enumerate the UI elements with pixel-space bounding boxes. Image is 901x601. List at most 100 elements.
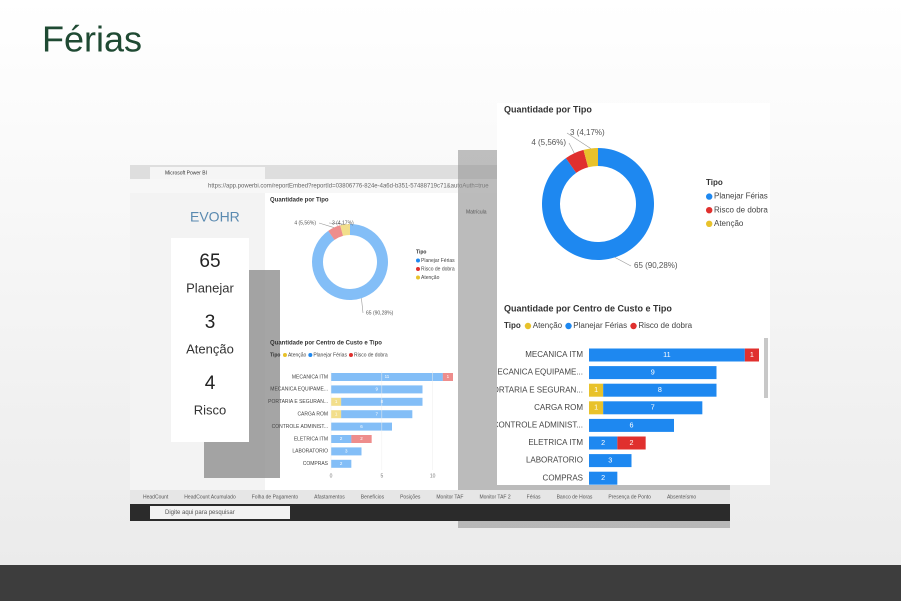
data-label: 1 — [447, 374, 450, 379]
data-label: 65 (90,28%) — [366, 310, 394, 316]
bar — [603, 383, 717, 397]
kpi-label: Planejar — [186, 280, 234, 295]
chart-title: Quantidade por Centro de Custo e Tipo — [504, 303, 672, 313]
legend-swatch — [706, 220, 713, 227]
bar — [351, 435, 372, 443]
bar — [331, 435, 352, 443]
data-label: 4 (5,56%) — [294, 220, 316, 226]
bar — [331, 459, 352, 468]
bar — [589, 471, 618, 485]
category-label: PORTARIA E SEGURAN... — [268, 399, 328, 405]
data-label: 1 — [594, 403, 598, 412]
bar — [589, 436, 618, 450]
category-label: CARGA ROM — [297, 412, 328, 418]
legend-label: Risco de dobra — [638, 321, 692, 330]
leader-line — [568, 142, 575, 154]
bar — [589, 348, 745, 362]
search-box — [150, 506, 290, 519]
bar — [617, 436, 646, 450]
bar — [589, 418, 674, 432]
donut-slice — [541, 148, 654, 260]
bar — [744, 348, 759, 362]
kpi-value: 65 — [199, 251, 220, 272]
page-tab: Afastamentos — [314, 494, 345, 500]
category-label: MECANICA EQUIPAME... — [491, 368, 583, 377]
bar — [589, 366, 717, 380]
category-label: CONTROLE ADMINIST... — [272, 424, 328, 430]
data-label: 6 — [630, 420, 634, 429]
data-label: 2 — [360, 436, 363, 441]
data-label: 2 — [601, 438, 605, 447]
data-label: 65 (90,28%) — [634, 261, 678, 270]
kpi-card — [171, 238, 249, 442]
donut-slice — [328, 225, 344, 240]
kpi-label: Atenção — [186, 341, 234, 356]
chart-title: Quantidade por Tipo — [270, 198, 329, 204]
data-label: 3 (4,17%) — [570, 128, 605, 137]
legend-swatch — [524, 322, 532, 330]
legend-label: Planejar Férias — [313, 352, 347, 358]
page-tab: Monitor TAF 2 — [479, 494, 510, 500]
category-label: LABORATORIO — [292, 449, 328, 455]
legend-label: Atenção — [288, 352, 307, 358]
page-tabs — [130, 490, 730, 504]
data-label: 2 — [340, 461, 343, 466]
data-label: 9 — [651, 368, 655, 377]
page-tab: Presença de Ponto — [608, 494, 651, 500]
category-label: ELETRICA ITM — [528, 438, 583, 447]
category-label: LABORATORIO — [526, 456, 583, 465]
data-label: 2 — [630, 438, 634, 447]
leader-line — [318, 222, 335, 228]
data-label: 2 — [601, 473, 605, 482]
tab-title: Microsoft Power BI — [165, 170, 207, 176]
category-label: COMPRAS — [303, 461, 329, 467]
page-tab: Posições — [400, 494, 421, 500]
category-label: CONTROLE ADMINIST... — [493, 421, 583, 430]
search-text: Digite aqui para pesquisar — [165, 510, 235, 516]
legend-swatch — [416, 267, 420, 271]
column-header: Matrícula — [466, 209, 487, 215]
category-label: MECANICA EQUIPAME... — [270, 387, 328, 393]
legend-swatch — [348, 353, 353, 357]
data-label: 3 — [608, 456, 612, 465]
category-label: COMPRAS — [543, 473, 583, 482]
data-label: 3 — [345, 449, 348, 454]
bar — [331, 385, 423, 394]
data-label: 1 — [335, 411, 338, 416]
kpi-value: 3 — [205, 312, 216, 333]
leader-line — [614, 257, 632, 267]
x-tick-label: 5 — [380, 474, 383, 480]
data-label: 11 — [663, 350, 670, 359]
data-label: 4 (5,56%) — [531, 138, 566, 147]
category-label: CARGA ROM — [534, 403, 583, 412]
chart-title: Quantidade por Tipo — [504, 104, 592, 114]
page-tab: HeadCount — [143, 494, 169, 500]
page-tab: Férias — [527, 494, 541, 500]
legend-swatch — [416, 258, 420, 263]
legend-swatch — [706, 193, 713, 200]
kpi-value: 4 — [205, 373, 216, 394]
legend-label: Atenção — [533, 321, 563, 330]
category-label: ELETRICA ITM — [294, 436, 328, 442]
bar — [442, 373, 453, 381]
leader-line — [361, 298, 364, 314]
data-label: 1 — [335, 399, 338, 404]
leader-line — [566, 132, 591, 149]
bar — [331, 422, 392, 431]
chart-title: Quantidade por Centro de Custo e Tipo — [270, 341, 382, 347]
legend-swatch — [282, 353, 287, 357]
donut-slice — [583, 148, 598, 168]
data-label: 1 — [750, 350, 754, 359]
legend-label: Risco de dobra — [421, 266, 455, 272]
category-label: MECANICA ITM — [525, 350, 583, 359]
data-label: 11 — [385, 374, 390, 379]
data-label: 1 — [594, 385, 598, 394]
bar — [603, 401, 703, 415]
bar — [331, 373, 443, 381]
scrollbar — [764, 338, 768, 398]
x-tick-label: 0 — [330, 474, 333, 480]
bar — [589, 454, 632, 468]
page-tab: HeadCount Acumulado — [184, 494, 236, 500]
